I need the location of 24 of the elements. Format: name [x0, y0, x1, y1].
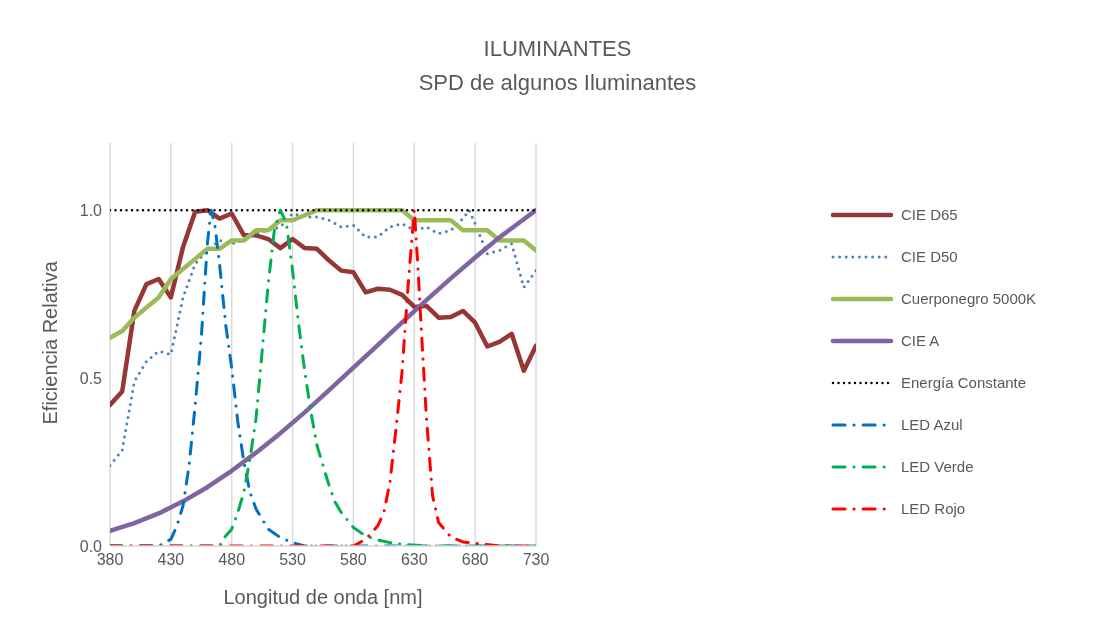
chart-title: ILUMINANTES	[482, 36, 633, 62]
y-tick-label: 1.0	[79, 201, 103, 219]
legend-label: CIE D50	[901, 248, 958, 265]
x-tick-label: 580	[340, 551, 367, 569]
x-tick-label: 380	[96, 551, 124, 569]
legend-label: CIE D65	[901, 206, 958, 223]
legend-label: LED Verde	[901, 458, 974, 475]
legend-label: CIE A	[901, 332, 940, 349]
x-tick-label: 480	[218, 551, 246, 569]
legend-label: LED Rojo	[901, 500, 966, 517]
x-tick-label: 530	[279, 551, 307, 569]
chart-subtitle: SPD de algunos Iluminantes	[417, 70, 698, 96]
x-axis-title: Longitud de onda [nm]	[223, 586, 423, 608]
y-tick-label: 0.5	[79, 369, 103, 387]
line-series	[110, 207, 536, 408]
x-tick-label: 430	[157, 551, 185, 569]
legend-label: Energía Constante	[901, 374, 1027, 391]
legend-label: Cuerponegro 5000K	[901, 290, 1037, 307]
line-series	[110, 208, 536, 467]
x-tick-label: 680	[461, 551, 489, 569]
legend-label: LED Azul	[901, 416, 963, 433]
y-axis-title: Eficiencia Relativa	[39, 260, 62, 425]
x-tick-label: 630	[400, 551, 428, 569]
x-tick-label: 730	[522, 551, 550, 569]
